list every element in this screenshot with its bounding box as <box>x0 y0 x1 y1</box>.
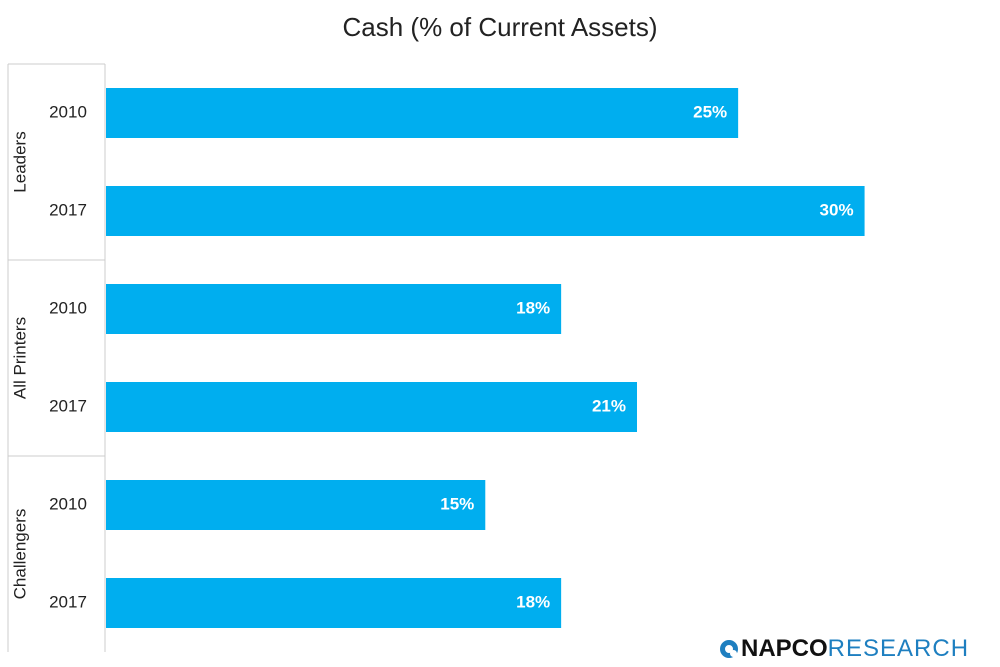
bar-data-label: 18% <box>516 298 550 317</box>
napco-research-logo: NAPCO RESEARCH <box>720 634 969 664</box>
chart-title: Cash (% of Current Assets) <box>342 12 658 42</box>
bar-data-label: 25% <box>693 102 727 121</box>
bar-data-label: 18% <box>516 592 550 611</box>
bar-data-label: 21% <box>592 396 626 415</box>
bar <box>106 88 739 138</box>
category-tick-label: 2017 <box>49 200 87 219</box>
logo-research-text: RESEARCH <box>827 635 970 662</box>
logo-ring-icon <box>720 640 738 658</box>
bar <box>106 480 486 530</box>
category-tick-label: 2010 <box>49 494 87 513</box>
bar-data-label: 30% <box>820 200 854 219</box>
bar <box>106 186 865 236</box>
group-label: All Printers <box>10 317 29 399</box>
category-tick-label: 2010 <box>49 298 87 317</box>
bar <box>106 382 637 432</box>
bar-data-label: 15% <box>440 494 474 513</box>
category-tick-label: 2017 <box>49 396 87 415</box>
bar <box>106 578 562 628</box>
bar <box>106 284 562 334</box>
category-tick-label: 2017 <box>49 592 87 611</box>
category-tick-label: 2010 <box>49 102 87 121</box>
logo-napco-text: NAPCO <box>741 635 828 662</box>
group-label: Challengers <box>10 509 29 600</box>
group-label: Leaders <box>10 131 29 192</box>
